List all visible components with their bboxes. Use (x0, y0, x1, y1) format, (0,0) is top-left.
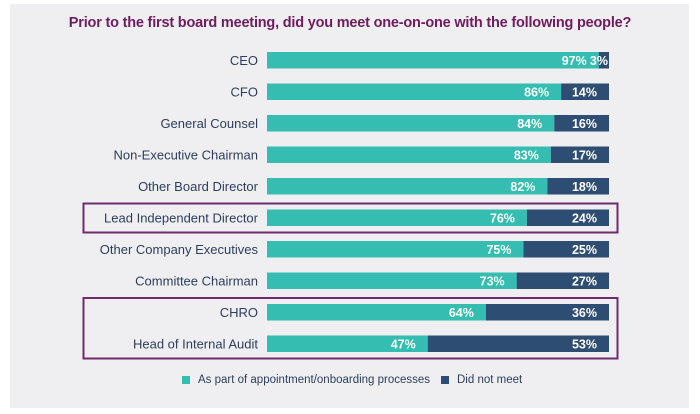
value-label-cfo-did-not-meet: 14% (572, 85, 597, 99)
category-label-other-company-executives: Other Company Executives (100, 242, 259, 257)
bar-ceo-met (267, 52, 599, 69)
value-label-general-counsel-did-not-meet: 16% (572, 117, 597, 131)
bars-group: 97% 3% 86% 14% 84% 16% 83% 17% 82% 18% 76% 24% 75% 25… (267, 52, 609, 352)
value-label-ceo-did-not-meet: 3% (590, 54, 608, 68)
bar-cfo-did-not-meet (561, 83, 609, 100)
value-label-chro-met: 64% (449, 306, 474, 320)
legend-item-did-not-meet: Did not meet (441, 374, 522, 386)
value-label-other-company-executives-met: 75% (486, 243, 511, 257)
value-label-general-counsel-met: 84% (517, 117, 542, 131)
category-label-chro: CHRO (220, 305, 258, 320)
value-label-committee-chairman-met: 73% (480, 274, 505, 288)
highlight-boxes (82, 202, 619, 360)
value-label-committee-chairman-did-not-meet: 27% (572, 274, 597, 288)
value-label-head-of-internal-audit-did-not-meet: 53% (572, 337, 597, 351)
highlight-box-2 (82, 297, 619, 360)
category-label-cfo: CFO (231, 84, 258, 99)
value-label-non-executive-chairman-met: 83% (514, 148, 539, 162)
category-label-lead-independent-director: Lead Independent Director (104, 210, 259, 225)
value-label-non-executive-chairman-did-not-meet: 17% (572, 148, 597, 162)
bar-other-company-executives-did-not-meet (523, 241, 609, 258)
value-label-ceo-met: 97% (562, 54, 587, 68)
bar-non-executive-chairman-did-not-meet (550, 146, 609, 163)
category-label-general-counsel: General Counsel (160, 116, 258, 131)
value-label-chro-did-not-meet: 36% (572, 306, 597, 320)
legend-item-onboarding: As part of appointment/onboarding proces… (182, 374, 430, 386)
legend-swatch-onboarding (182, 376, 190, 384)
value-label-head-of-internal-audit-met: 47% (391, 337, 416, 351)
bar-general-counsel-met (267, 115, 555, 132)
bar-other-board-director-did-not-meet (547, 178, 609, 195)
category-label-non-executive-chairman: Non-Executive Chairman (113, 147, 258, 162)
bar-non-executive-chairman-met (267, 146, 551, 163)
legend: As part of appointment/onboarding proces… (0, 374, 700, 390)
legend-label-did-not-meet: Did not meet (457, 374, 523, 386)
bar-general-counsel-did-not-meet (554, 115, 609, 132)
legend-label-onboarding: As part of appointment/onboarding proces… (198, 374, 431, 386)
value-label-lead-independent-director-did-not-meet: 24% (572, 211, 597, 225)
bar-committee-chairman-met (267, 272, 517, 289)
bar-ceo-did-not-meet (598, 52, 609, 69)
bar-head-of-internal-audit-met (267, 335, 428, 352)
category-labels-group: CEO CFO General Counsel Non-Executive Chair… (100, 53, 259, 352)
category-label-committee-chairman: Committee Chairman (135, 273, 258, 288)
bar-lead-independent-director-did-not-meet (526, 209, 609, 226)
bar-committee-chairman-did-not-meet (516, 272, 609, 289)
bar-other-company-executives-met (267, 241, 524, 258)
value-label-lead-independent-director-met: 76% (490, 211, 515, 225)
legend-swatch-did-not-meet (441, 376, 449, 384)
category-label-ceo: CEO (230, 53, 258, 68)
category-label-other-board-director: Other Board Director (138, 179, 259, 194)
bar-chro-did-not-meet (485, 304, 609, 321)
value-label-cfo-met: 86% (524, 85, 549, 99)
highlight-box-1 (82, 202, 619, 234)
bar-lead-independent-director-met (267, 209, 527, 226)
bar-chro-met (267, 304, 486, 321)
value-label-other-board-director-met: 82% (510, 180, 535, 194)
value-label-other-company-executives-did-not-meet: 25% (572, 243, 597, 257)
bar-other-board-director-met (267, 178, 548, 195)
value-label-other-board-director-did-not-meet: 18% (572, 180, 597, 194)
bar-cfo-met (267, 83, 562, 100)
bar-head-of-internal-audit-did-not-meet (427, 335, 609, 352)
category-label-head-of-internal-audit: Head of Internal Audit (133, 336, 258, 351)
chart-title: Prior to the first board meeting, did yo… (68, 15, 632, 31)
